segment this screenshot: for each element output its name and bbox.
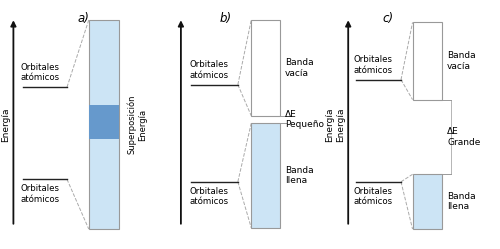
Text: Energía: Energía bbox=[326, 107, 334, 142]
Text: Banda
llena: Banda llena bbox=[447, 192, 476, 211]
Bar bbox=[412, 174, 442, 229]
Text: Superposición
Energía: Superposición Energía bbox=[128, 95, 148, 154]
Bar bbox=[252, 20, 280, 116]
Bar bbox=[89, 105, 119, 139]
Text: Orbitales
atómicos: Orbitales atómicos bbox=[190, 60, 229, 80]
Text: a): a) bbox=[78, 12, 90, 25]
Text: ΔE
Pequeño: ΔE Pequeño bbox=[285, 110, 324, 129]
Text: c): c) bbox=[382, 12, 394, 25]
Text: Orbitales
atómicos: Orbitales atómicos bbox=[20, 63, 60, 82]
Text: Energía: Energía bbox=[2, 107, 11, 142]
Text: Orbitales
atómicos: Orbitales atómicos bbox=[190, 187, 229, 206]
Text: Energía: Energía bbox=[336, 107, 345, 142]
Text: ΔE
Grande: ΔE Grande bbox=[447, 127, 480, 147]
Text: b): b) bbox=[220, 12, 232, 25]
Text: Banda
vacía: Banda vacía bbox=[447, 51, 476, 71]
Text: Orbitales
atómicos: Orbitales atómicos bbox=[354, 187, 393, 206]
Bar bbox=[412, 22, 442, 100]
Bar bbox=[89, 20, 119, 229]
Bar bbox=[252, 123, 280, 228]
Text: Banda
llena: Banda llena bbox=[285, 166, 314, 185]
Text: Orbitales
atómicos: Orbitales atómicos bbox=[354, 55, 393, 75]
Text: Banda
vacía: Banda vacía bbox=[285, 58, 314, 77]
Text: Orbitales
atómicos: Orbitales atómicos bbox=[20, 184, 60, 204]
